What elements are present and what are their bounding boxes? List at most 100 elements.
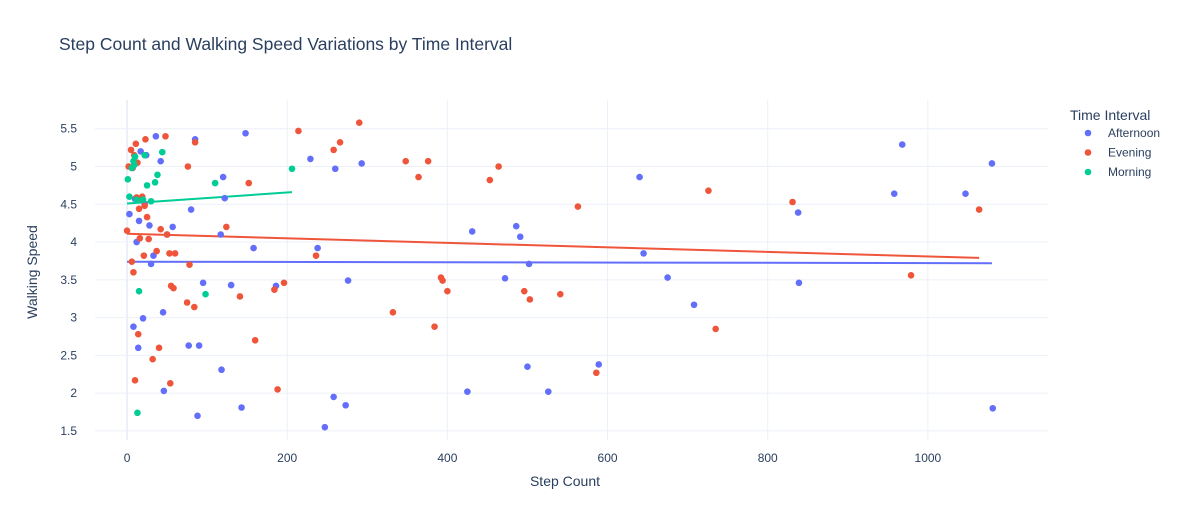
morning-point[interactable] — [124, 176, 132, 183]
afternoon-point[interactable] — [358, 160, 365, 167]
afternoon-point[interactable] — [690, 301, 698, 309]
afternoon-point[interactable] — [331, 165, 339, 173]
afternoon-point[interactable] — [242, 129, 249, 137]
evening-point[interactable] — [526, 296, 534, 303]
afternoon-point[interactable] — [344, 277, 352, 284]
afternoon-point[interactable] — [157, 157, 164, 165]
afternoon-point[interactable] — [169, 223, 176, 231]
evening-point[interactable] — [245, 179, 253, 187]
afternoon-point[interactable] — [221, 194, 229, 202]
afternoon-point[interactable] — [595, 361, 603, 368]
afternoon-point[interactable] — [512, 222, 520, 230]
evening-point[interactable] — [123, 227, 131, 235]
afternoon-point[interactable] — [516, 233, 524, 241]
evening-point[interactable] — [142, 135, 149, 143]
legend-items[interactable]: Afternoon Evening Morning — [1084, 126, 1160, 179]
evening-point[interactable] — [134, 330, 142, 338]
evening-point[interactable] — [574, 203, 582, 210]
legend[interactable]: Time Interval Afternoon Evening Morning — [1070, 107, 1160, 179]
afternoon-point[interactable] — [464, 388, 471, 395]
legend-item-afternoon[interactable]: Afternoon — [1084, 126, 1160, 140]
evening-point[interactable] — [439, 277, 446, 284]
evening-point[interactable] — [789, 198, 796, 206]
evening-point[interactable] — [975, 206, 983, 213]
evening-point[interactable] — [593, 369, 600, 377]
afternoon-point[interactable] — [218, 366, 225, 374]
afternoon-point[interactable] — [501, 275, 509, 282]
afternoon-point[interactable] — [890, 190, 898, 197]
afternoon-point[interactable] — [989, 404, 997, 412]
evening-point[interactable] — [280, 279, 288, 287]
morning-point[interactable] — [202, 290, 209, 298]
evening-point[interactable] — [415, 173, 422, 181]
evening-point[interactable] — [141, 202, 148, 210]
afternoon-point[interactable] — [159, 309, 167, 316]
morning-point[interactable] — [288, 165, 296, 173]
evening-point[interactable] — [130, 268, 137, 276]
morning-point[interactable] — [134, 409, 141, 417]
afternoon-point[interactable] — [988, 160, 996, 167]
morning-point[interactable] — [126, 193, 133, 201]
afternoon-point[interactable] — [468, 228, 476, 235]
afternoon-point[interactable] — [342, 401, 349, 409]
afternoon-point[interactable] — [640, 250, 647, 257]
morning-point[interactable] — [131, 153, 139, 160]
evening-point[interactable] — [166, 380, 174, 387]
evening-point[interactable] — [402, 157, 410, 165]
afternoon-point[interactable] — [126, 210, 133, 218]
evening-point[interactable] — [223, 223, 230, 231]
afternoon-point[interactable] — [636, 173, 643, 181]
legend-item-evening[interactable]: Evening — [1084, 146, 1152, 160]
afternoon-point[interactable] — [195, 342, 203, 349]
morning-point[interactable] — [135, 287, 143, 295]
evening-point[interactable] — [312, 252, 320, 259]
morning-point[interactable] — [139, 196, 147, 204]
evening-point[interactable] — [170, 284, 177, 292]
morning-point[interactable] — [211, 179, 219, 187]
afternoon-point[interactable] — [227, 281, 235, 289]
evening-point[interactable] — [153, 247, 160, 255]
evening-point[interactable] — [143, 213, 151, 221]
morning-point[interactable] — [130, 161, 138, 169]
morning-point[interactable] — [147, 197, 155, 205]
evening-point[interactable] — [295, 127, 302, 135]
afternoon-point[interactable] — [160, 387, 168, 395]
evening-point[interactable] — [128, 258, 136, 265]
evening-point[interactable] — [355, 119, 363, 126]
evening-point[interactable] — [136, 234, 144, 242]
evening-point[interactable] — [135, 205, 143, 213]
afternoon-point[interactable] — [898, 141, 906, 148]
evening-point[interactable] — [424, 157, 432, 165]
evening-point[interactable] — [251, 336, 259, 344]
afternoon-point[interactable] — [187, 206, 195, 213]
morning-point[interactable] — [133, 196, 140, 204]
afternoon-point[interactable] — [795, 279, 803, 287]
evening-point[interactable] — [556, 290, 564, 298]
afternoon-point[interactable] — [794, 209, 802, 216]
evening-point[interactable] — [132, 140, 140, 148]
evening-point[interactable] — [431, 323, 438, 330]
evening-point[interactable] — [389, 309, 397, 316]
morning-point[interactable] — [158, 148, 166, 156]
evening-point[interactable] — [907, 271, 915, 279]
evening-point[interactable] — [162, 132, 169, 140]
evening-point[interactable] — [145, 235, 152, 243]
evening-point[interactable] — [336, 139, 344, 146]
afternoon-point[interactable] — [135, 217, 143, 225]
evening-point[interactable] — [271, 286, 278, 293]
afternoon-point[interactable] — [524, 363, 531, 371]
afternoon-point[interactable] — [194, 412, 201, 420]
afternoon-point[interactable] — [146, 222, 153, 229]
evening-point[interactable] — [486, 176, 494, 184]
afternoon-point[interactable] — [525, 260, 533, 268]
morning-point[interactable] — [143, 182, 151, 189]
evening-point[interactable] — [157, 225, 164, 233]
evening-point[interactable] — [274, 386, 281, 393]
evening-point[interactable] — [131, 377, 139, 384]
afternoon-point[interactable] — [130, 323, 137, 330]
afternoon-point[interactable] — [321, 423, 329, 431]
morning-point[interactable] — [151, 179, 159, 186]
evening-point[interactable] — [520, 287, 528, 295]
evening-point[interactable] — [149, 355, 156, 363]
afternoon-point[interactable] — [219, 173, 227, 181]
